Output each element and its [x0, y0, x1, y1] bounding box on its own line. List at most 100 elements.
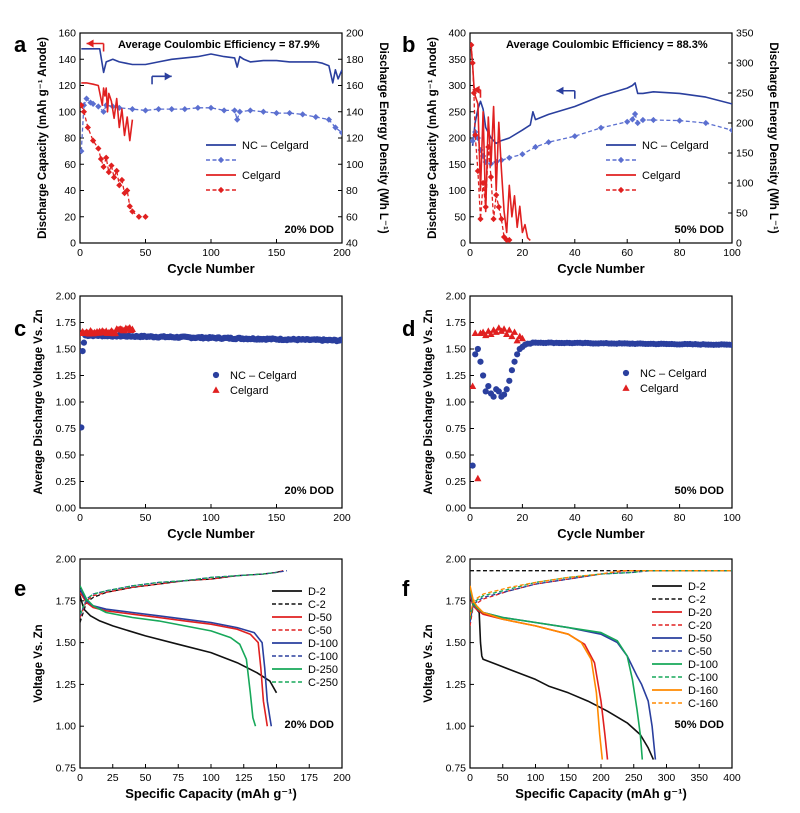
- legend-label: D-100: [688, 659, 718, 671]
- x-tick-label: 50: [140, 512, 152, 524]
- y-axis-label: Discharge Capacity (mAh g⁻¹ Anode): [37, 37, 49, 239]
- data-point: [135, 213, 143, 220]
- series-line: [470, 585, 604, 760]
- x-tick-label: 50: [497, 772, 509, 784]
- y-tick-label: 0.75: [446, 763, 467, 775]
- data-point: [129, 106, 136, 113]
- data-point: [503, 386, 510, 393]
- x-tick-label: 50: [140, 247, 152, 259]
- data-point: [108, 162, 115, 169]
- legend-label: C-2: [688, 594, 706, 606]
- series-group: [470, 324, 732, 482]
- data-point: [231, 107, 238, 114]
- y-tick-label: 1.25: [56, 679, 77, 691]
- y-axis-label: Voltage Vs. Zn: [33, 624, 45, 702]
- data-point: [128, 325, 136, 333]
- data-point: [472, 351, 479, 358]
- x-axis-label: Cycle Number: [167, 526, 254, 541]
- axis-arrowhead: [472, 85, 480, 94]
- dod-label: 50% DOD: [674, 719, 724, 731]
- series-line: [80, 585, 257, 727]
- x-tick-label: 40: [569, 247, 581, 259]
- x-tick-label: 200: [333, 512, 351, 524]
- y-tick-label: 1.00: [56, 721, 77, 733]
- y-tick-label: 0.75: [56, 763, 77, 775]
- legend-label: C-50: [308, 625, 332, 637]
- data-point: [571, 133, 578, 140]
- panel-b: 0 20 40 60 80 1000501001502002503003504000501…: [402, 28, 779, 277]
- y-tick-label: 80: [64, 133, 76, 145]
- x-tick-label: 200: [333, 247, 351, 259]
- data-point: [470, 382, 477, 389]
- data-point: [482, 331, 490, 339]
- y-tick-label: 0.50: [56, 450, 77, 462]
- y-tick-label: 0: [460, 238, 466, 250]
- data-point: [545, 139, 552, 146]
- x-axis-label: Specific Capacity (mAh g⁻¹): [515, 786, 687, 801]
- data-point: [155, 106, 162, 113]
- series-line: [80, 570, 284, 623]
- data-point: [100, 163, 107, 170]
- x-tick-label: 175: [300, 772, 318, 784]
- x-tick-label: 100: [723, 512, 741, 524]
- x-tick-label: 350: [690, 772, 708, 784]
- y-tick-label: 0.25: [56, 476, 77, 488]
- series-line: [80, 595, 278, 694]
- data-point: [126, 203, 133, 210]
- legend-label: NC – Celgard: [230, 370, 297, 382]
- data-point: [220, 107, 228, 114]
- data-point: [89, 137, 97, 144]
- data-point: [624, 118, 631, 125]
- data-point: [477, 215, 484, 223]
- legend-label: Celgard: [242, 170, 281, 182]
- data-point: [629, 116, 636, 123]
- panel-e: 0 25 50 75 100 125 150 175 200 0.75 1.00 1.25 1.50 1.…: [14, 554, 351, 802]
- data-point: [493, 158, 500, 166]
- y-axis-label: Discharge Capacity (mAh g⁻¹ Anode): [427, 37, 439, 239]
- data-point: [503, 330, 511, 338]
- data-point: [142, 107, 149, 114]
- y2-tick-label: 40: [346, 238, 358, 250]
- y2-tick-label: 350: [736, 28, 754, 40]
- x-axis-label: Cycle Number: [557, 261, 644, 276]
- data-point: [129, 208, 136, 215]
- series-line: [470, 570, 732, 627]
- y-tick-label: 100: [58, 106, 76, 118]
- x-tick-label: 100: [527, 772, 545, 784]
- y-tick-label: 1.50: [446, 637, 467, 649]
- data-point: [485, 383, 492, 390]
- legend-label: D-160: [688, 685, 718, 697]
- y-tick-label: 0: [70, 238, 76, 250]
- series-line: [470, 570, 732, 616]
- x-tick-label: 0: [467, 247, 473, 259]
- data-point: [650, 116, 657, 124]
- y-tick-label: 1.50: [56, 344, 77, 356]
- panel-label: a: [14, 32, 27, 57]
- data-point: [514, 351, 521, 358]
- axis-arrowhead: [86, 39, 94, 48]
- data-point: [80, 348, 86, 355]
- data-point: [498, 215, 505, 223]
- data-point: [80, 102, 85, 109]
- x-tick-label: 0: [77, 772, 83, 784]
- axis-arrowhead: [556, 86, 564, 95]
- legend: NC – Celgard Celgard: [606, 140, 709, 194]
- series-group: [80, 570, 288, 727]
- y2-tick-label: 80: [346, 185, 358, 197]
- x-tick-label: 100: [723, 247, 741, 259]
- series-line: [80, 571, 277, 615]
- data-point: [500, 391, 508, 398]
- series-line: [470, 595, 655, 760]
- data-point: [487, 173, 495, 181]
- data-point: [110, 174, 118, 181]
- data-point: [286, 109, 293, 117]
- data-point: [495, 388, 502, 395]
- data-point: [505, 326, 513, 333]
- legend-marker: [212, 386, 220, 393]
- x-tick-label: 0: [77, 512, 83, 524]
- x-tick-label: 150: [559, 772, 577, 784]
- legend-label: NC – Celgard: [642, 140, 709, 152]
- y-tick-label: 1.50: [56, 637, 77, 649]
- data-point: [639, 116, 647, 124]
- series-line: [470, 588, 644, 760]
